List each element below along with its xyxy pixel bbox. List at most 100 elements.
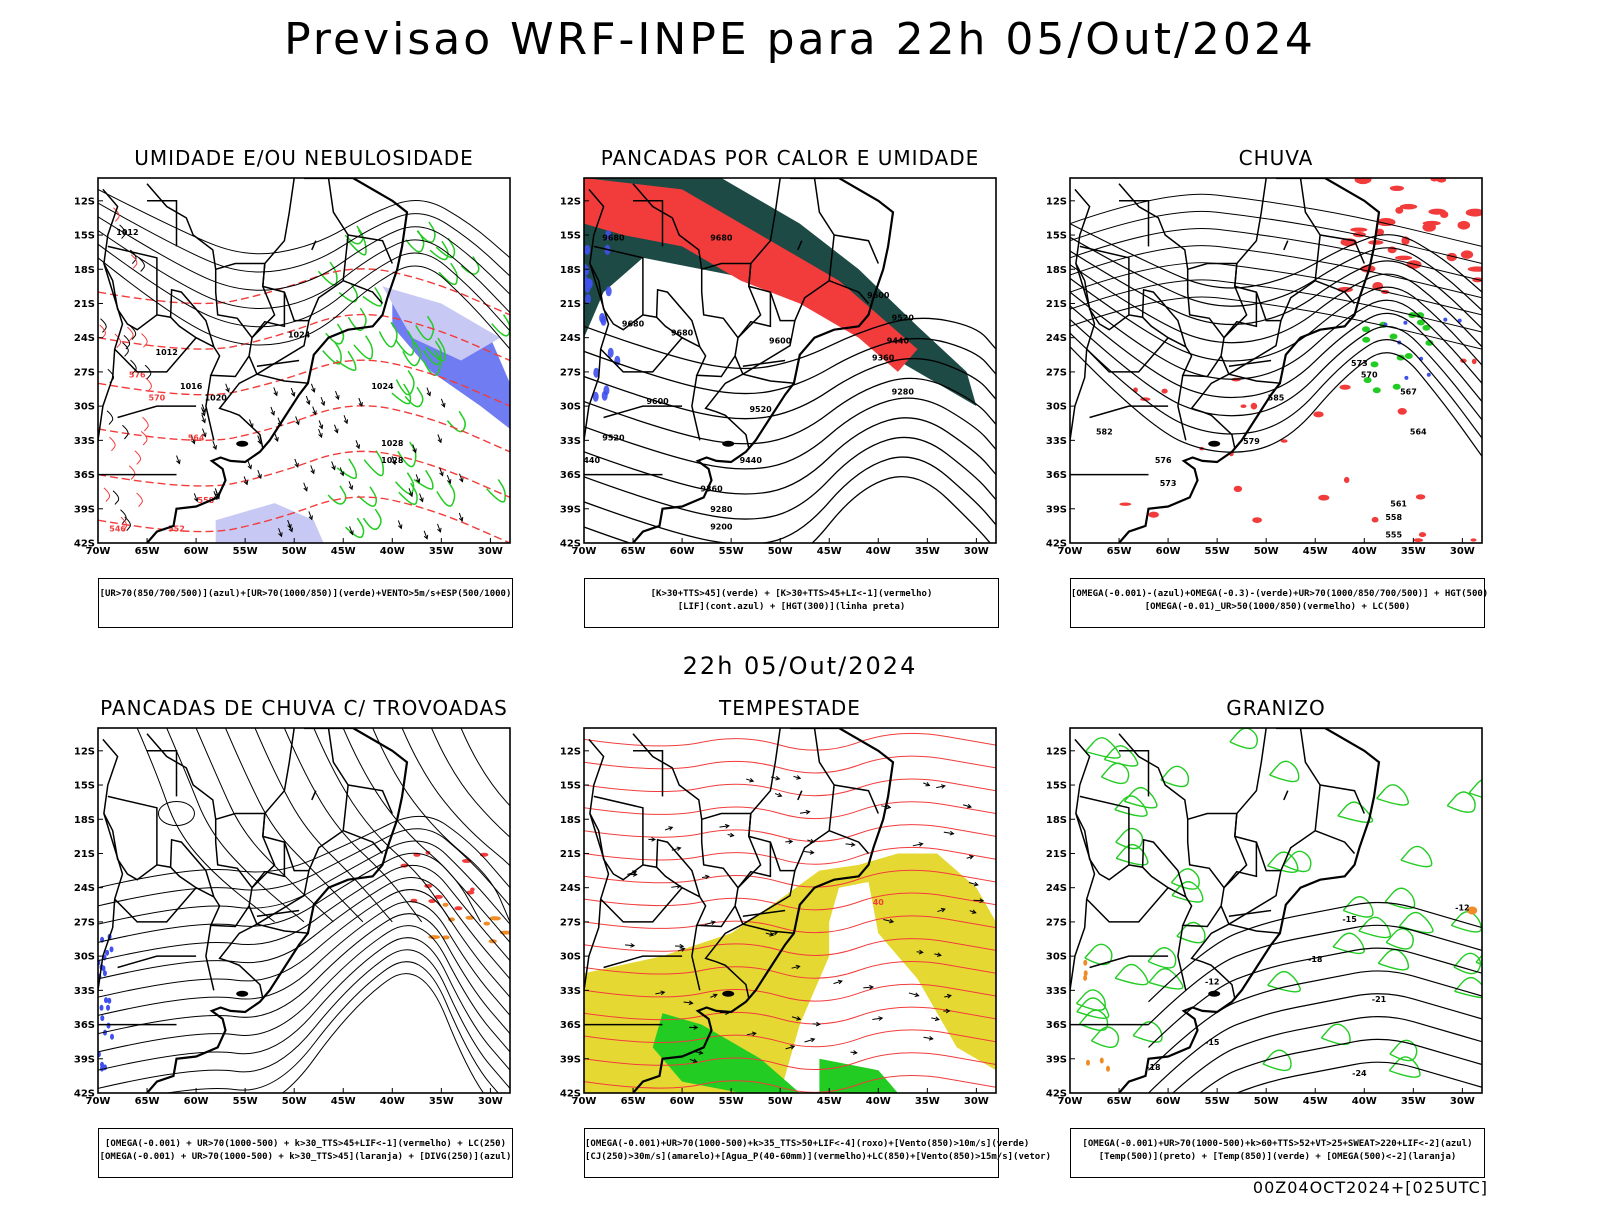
lon-label: 65W bbox=[621, 1096, 646, 1107]
contour-label: 561 bbox=[1390, 500, 1407, 509]
temp-850-contour bbox=[1080, 1010, 1108, 1030]
map-content: -12-12-15-18-21-15-18-24 bbox=[1036, 728, 1507, 1124]
border bbox=[1143, 840, 1186, 897]
divergence-blue bbox=[100, 1005, 104, 1011]
moisture-1000-850-contour bbox=[339, 283, 357, 301]
contour-label: 9440 bbox=[578, 456, 601, 465]
contour-label: 1028 bbox=[381, 439, 404, 448]
rain-blue bbox=[1403, 321, 1407, 325]
moisture-1000-850-contour bbox=[354, 336, 373, 359]
lat-label: 18S bbox=[1046, 265, 1067, 276]
divergence-blue bbox=[100, 1015, 104, 1021]
lon-label: 70W bbox=[572, 546, 597, 557]
rain-red bbox=[1461, 250, 1473, 258]
lon-label: 50W bbox=[282, 1096, 307, 1107]
moisture-1000-850-contour bbox=[461, 257, 479, 275]
border bbox=[692, 375, 700, 440]
border bbox=[206, 925, 214, 990]
moisture-south bbox=[216, 503, 324, 543]
border bbox=[1315, 831, 1354, 854]
border bbox=[633, 751, 663, 797]
lat-label: 39S bbox=[1046, 1054, 1067, 1065]
contour-label: -21 bbox=[1372, 995, 1387, 1004]
lon-label: 60W bbox=[184, 1096, 209, 1107]
moisture-1000-850-contour bbox=[406, 231, 424, 252]
streamline-250 bbox=[98, 962, 510, 1107]
wind-850-green bbox=[819, 1059, 898, 1093]
contour-label: 9680 bbox=[622, 319, 645, 328]
andes-contour bbox=[137, 493, 143, 507]
lat-label: 39S bbox=[74, 1054, 95, 1065]
lon-label: 40W bbox=[380, 1096, 405, 1107]
contour-label: 1024 bbox=[371, 382, 394, 391]
border bbox=[706, 356, 749, 448]
temp-850-contour bbox=[1401, 846, 1432, 866]
lat-label: 27S bbox=[1046, 367, 1067, 378]
lat-label: 36S bbox=[1046, 1020, 1067, 1031]
contour-label: 564 bbox=[1410, 428, 1427, 437]
lat-label: 12S bbox=[1046, 196, 1067, 207]
contour-label: 555 bbox=[1385, 530, 1402, 539]
lon-label: 45W bbox=[1303, 546, 1328, 557]
temp-850-contour bbox=[1454, 953, 1480, 973]
panel-legend: [OMEGA(-0.001)-(azul)+OMEGA(-0.3)-(verde… bbox=[1070, 578, 1485, 628]
lat-label: 21S bbox=[560, 299, 581, 310]
rain-red bbox=[1423, 221, 1441, 226]
temp-850-contour bbox=[1171, 869, 1199, 889]
lon-label: 35W bbox=[1401, 1096, 1426, 1107]
rain-red bbox=[1428, 209, 1446, 215]
lat-label: 21S bbox=[1046, 849, 1067, 860]
border bbox=[1119, 184, 1224, 356]
lon-label: 65W bbox=[135, 546, 160, 557]
lat-label: 30S bbox=[560, 952, 581, 963]
rain-blue bbox=[1404, 376, 1408, 380]
omega-500-orange bbox=[1083, 960, 1087, 966]
lat-label: 30S bbox=[74, 402, 95, 413]
lon-label: 65W bbox=[1107, 546, 1132, 557]
andes-contour bbox=[107, 411, 113, 425]
lat-label: 21S bbox=[74, 299, 95, 310]
streamline-850 bbox=[584, 825, 996, 842]
border bbox=[1229, 871, 1281, 925]
rain-red bbox=[1355, 175, 1372, 184]
border bbox=[312, 791, 316, 800]
lat-label: 33S bbox=[560, 436, 581, 447]
lat-label: 30S bbox=[74, 952, 95, 963]
border bbox=[147, 734, 252, 906]
rain-red bbox=[1161, 389, 1167, 394]
lat-label: 18S bbox=[74, 815, 95, 826]
contour-label: 9600 bbox=[867, 291, 890, 300]
streamline-250 bbox=[461, 728, 554, 922]
rain-green bbox=[1373, 387, 1381, 393]
temp-850-contour bbox=[1148, 948, 1176, 968]
lat-label: 18S bbox=[74, 265, 95, 276]
contour-label: 9360 bbox=[700, 485, 723, 494]
border bbox=[1284, 791, 1288, 800]
lon-label: 70W bbox=[572, 1096, 597, 1107]
rain-red bbox=[1470, 538, 1476, 541]
panel-legend: [UR>70(850/700/500)](azul)+[UR>70(1000/8… bbox=[98, 578, 513, 628]
andes-contour bbox=[101, 319, 107, 333]
streamline-850 bbox=[584, 779, 996, 796]
panel-legend: [OMEGA(-0.001)+UR>70(1000-500)+k>60+TTS>… bbox=[1070, 1128, 1485, 1178]
panel-title: TEMPESTADE bbox=[550, 696, 1030, 720]
border bbox=[1235, 728, 1320, 871]
contour-label: 9280 bbox=[892, 388, 915, 397]
andes-contour bbox=[139, 258, 145, 272]
rain-red bbox=[1119, 502, 1131, 505]
temp-500-contour bbox=[1149, 903, 1483, 1002]
lat-label: 36S bbox=[560, 1020, 581, 1031]
rain-red bbox=[1252, 517, 1262, 523]
rain-red bbox=[1339, 385, 1350, 390]
moisture-1000-850-contour bbox=[337, 459, 356, 479]
lif-contour bbox=[585, 294, 591, 304]
lon-label: 45W bbox=[817, 546, 842, 557]
contour-label: 9520 bbox=[602, 433, 625, 442]
lon-label: 35W bbox=[1401, 546, 1426, 557]
lagoon-mirim bbox=[722, 441, 734, 447]
lon-label: 35W bbox=[429, 546, 454, 557]
